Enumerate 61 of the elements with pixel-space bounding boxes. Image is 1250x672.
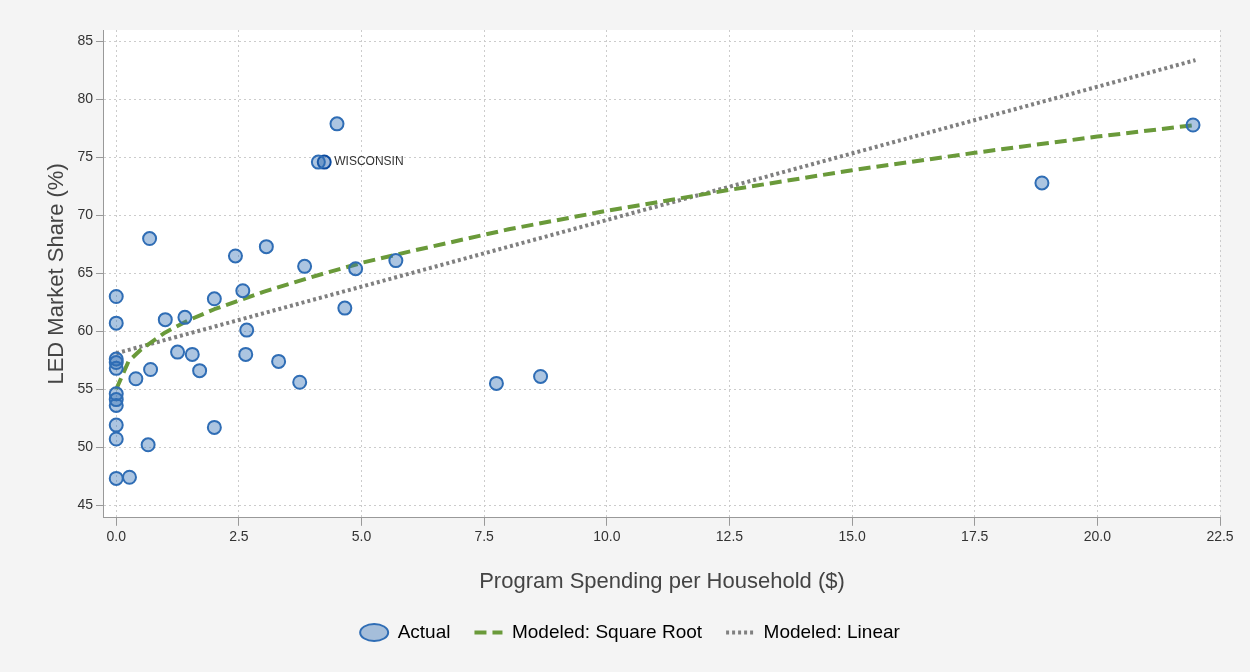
legend-label: Modeled: Linear: [763, 620, 901, 642]
point: [533, 368, 549, 384]
point: [108, 397, 124, 413]
point: [488, 375, 504, 391]
point: [206, 291, 222, 307]
point: [108, 417, 124, 433]
point: [239, 322, 255, 338]
point: [108, 470, 124, 486]
x-tick-label: 17.5: [961, 528, 989, 545]
point: [184, 346, 200, 362]
legend-label: Actual: [397, 620, 451, 642]
y-tick-label: 60: [77, 322, 94, 339]
point: [108, 288, 124, 304]
x-tick-label: 0.0: [106, 528, 127, 545]
point: [157, 312, 173, 328]
point: [206, 419, 222, 435]
point: [337, 300, 353, 316]
point: [140, 437, 156, 453]
point: [227, 248, 243, 264]
annotation: WISCONSIN: [334, 154, 404, 169]
point: [310, 154, 326, 170]
point: [258, 239, 274, 255]
point: [297, 258, 313, 274]
legend-label: Modeled: Square Root: [511, 620, 703, 642]
y-tick-label: 75: [77, 148, 94, 165]
x-tick-label: 5.0: [351, 528, 372, 545]
x-axis-title: Program Spending per Household ($): [479, 567, 845, 593]
y-tick-label: 45: [77, 495, 94, 512]
point: [271, 353, 287, 369]
point: [348, 261, 364, 277]
point: [108, 315, 124, 331]
point: [388, 253, 404, 269]
point: [177, 309, 193, 325]
y-tick-label: 65: [77, 264, 94, 281]
point: [142, 231, 158, 247]
point: [108, 360, 124, 376]
point: [108, 431, 124, 447]
point: [1034, 175, 1050, 191]
y-tick-label: 55: [77, 380, 94, 397]
x-tick-label: 20.0: [1083, 528, 1112, 545]
point: [121, 469, 137, 485]
x-tick-label: 15.0: [838, 528, 866, 545]
x-tick-label: 12.5: [715, 528, 744, 545]
x-tick-label: 7.5: [474, 528, 495, 545]
y-tick-label: 85: [77, 32, 94, 49]
y-tick-label: 70: [77, 206, 94, 223]
point: [192, 363, 208, 379]
y-tick-label: 50: [77, 437, 94, 454]
point: [143, 361, 159, 377]
point: [1185, 117, 1201, 133]
point: [292, 374, 308, 390]
y-tick-label: 80: [77, 90, 94, 107]
point: [238, 346, 254, 362]
point: [329, 116, 345, 132]
point: [170, 344, 186, 360]
x-tick-label: 22.5: [1206, 528, 1234, 545]
point: [235, 283, 251, 299]
point: [128, 371, 144, 387]
x-tick-label: 2.5: [229, 528, 249, 545]
y-axis-title: LED Market Share (%): [43, 163, 69, 385]
x-tick-label: 10.0: [593, 528, 621, 545]
